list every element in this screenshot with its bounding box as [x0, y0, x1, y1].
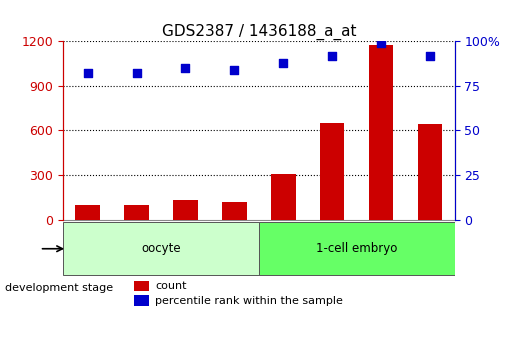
Bar — [173, 199, 197, 219]
Bar — [320, 123, 344, 219]
Title: GDS2387 / 1436188_a_at: GDS2387 / 1436188_a_at — [162, 24, 356, 40]
FancyBboxPatch shape — [63, 223, 259, 275]
Text: percentile rank within the sample: percentile rank within the sample — [155, 296, 343, 306]
Point — [426, 53, 434, 58]
Point — [83, 71, 91, 76]
FancyBboxPatch shape — [259, 223, 454, 275]
Bar — [124, 205, 149, 219]
Point — [377, 40, 385, 46]
Bar — [222, 202, 246, 219]
Text: count: count — [155, 281, 187, 291]
Point — [132, 71, 140, 76]
Text: oocyte: oocyte — [141, 242, 181, 255]
Bar — [75, 206, 100, 219]
Bar — [133, 281, 149, 291]
Bar — [133, 295, 149, 306]
Text: development stage: development stage — [5, 283, 113, 293]
Bar — [369, 45, 393, 219]
Bar — [418, 124, 442, 219]
Point — [181, 65, 189, 71]
Point — [230, 67, 238, 73]
Point — [328, 53, 336, 58]
Point — [279, 60, 287, 66]
Text: 1-cell embryo: 1-cell embryo — [316, 242, 397, 255]
Bar — [271, 174, 295, 219]
